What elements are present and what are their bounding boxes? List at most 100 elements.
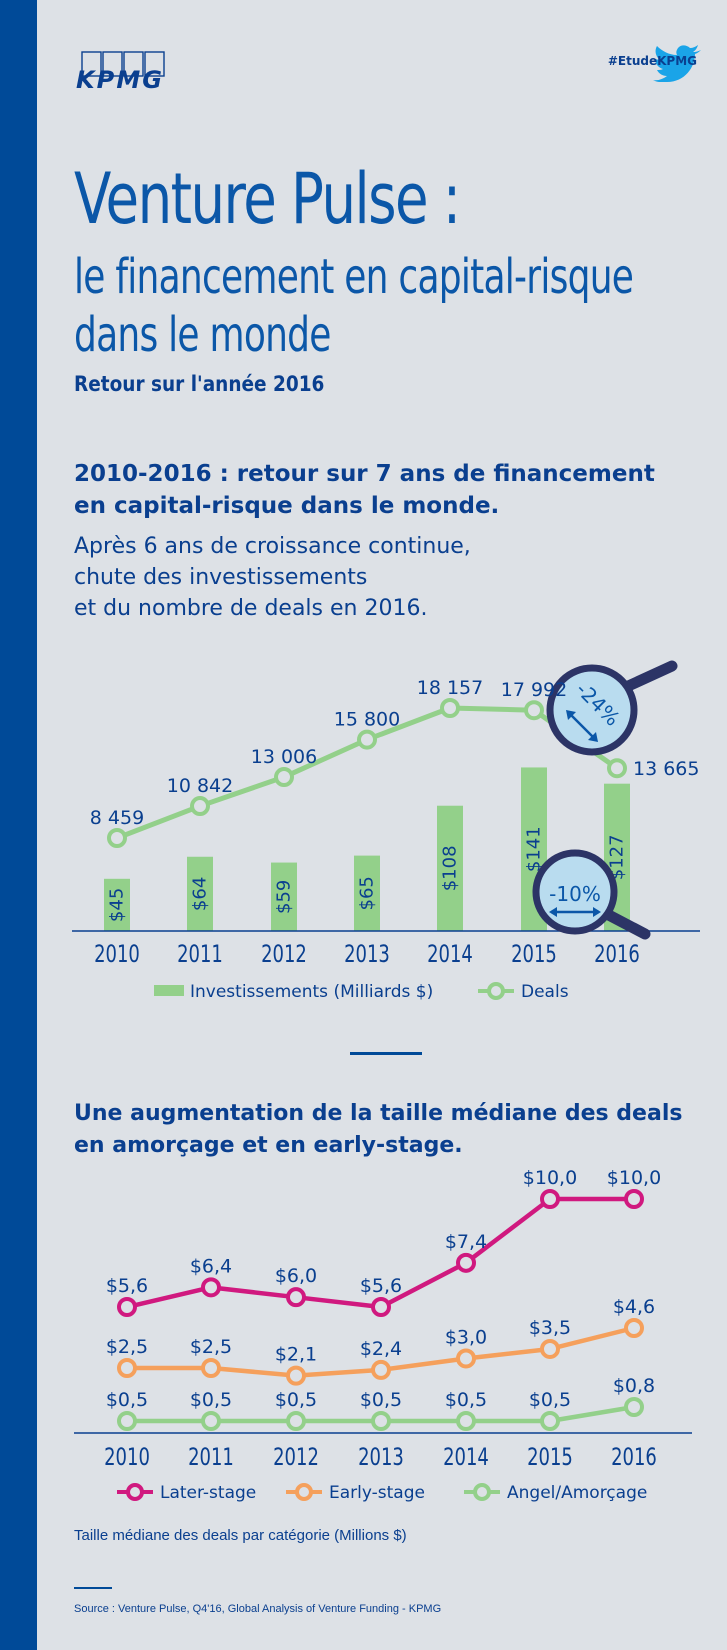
- section2-heading: Une augmentation de la taille médiane de…: [74, 1098, 694, 1162]
- source-rule: [74, 1587, 112, 1589]
- kpmg-logo: KPMG: [76, 51, 165, 92]
- section1-text-line-1: Après 6 ans de croissance continue,: [74, 534, 471, 559]
- point-angel-amor-age-2013: [371, 1411, 391, 1431]
- deals-label-2010: 8 459: [90, 807, 144, 829]
- bar-investment-2011: [187, 856, 213, 931]
- deals-point-2015: [524, 700, 544, 721]
- deals-label-2013: 15 800: [334, 709, 400, 731]
- point-later-stage-2016: [624, 1189, 644, 1209]
- legend-swatch-deals-marker: [487, 982, 505, 1000]
- point-early-stage-2014: [456, 1348, 476, 1369]
- subtitle-line-2: dans le monde: [74, 307, 331, 363]
- investments-deals-chart: $45 $64 $59 $65$108 $141 $127 -10% -24%8 4591…: [72, 660, 700, 1002]
- legend-label-later-stage: Later-stage: [160, 1483, 256, 1503]
- chart2-year-2015: 2015: [527, 1444, 573, 1472]
- year-review-label: Retour sur l'année 2016: [74, 372, 325, 396]
- bar-label-2012: $59: [274, 880, 295, 914]
- legend-label-early-stage: Early-stage: [329, 1483, 425, 1503]
- label-angel-amor-age-2011: $0,5: [190, 1389, 232, 1411]
- legend-label-deals: Deals: [521, 982, 569, 1002]
- point-angel-amor-age-2015: [540, 1411, 560, 1431]
- chart2-year-2014: 2014: [443, 1444, 489, 1472]
- point-later-stage-2010: [117, 1297, 137, 1317]
- page-title: Venture Pulse :: [74, 158, 461, 240]
- deals-label-2016: 13 665: [633, 758, 699, 780]
- point-later-stage-2011: [201, 1277, 221, 1298]
- magnifier-arrowheads-deals: [566, 710, 598, 742]
- label-angel-amor-age-2014: $0,5: [445, 1389, 487, 1411]
- deals-point-2016: [607, 758, 627, 779]
- hashtag-text: #EtudeKPMG: [607, 54, 697, 68]
- label-later-stage-2014: $7,4: [445, 1231, 487, 1253]
- section2-heading-line-2: en amorçage et en early-stage.: [74, 1133, 463, 1158]
- legend-swatch-investments: [154, 985, 184, 996]
- point-early-stage-2012: [286, 1365, 306, 1386]
- chart2-year-2012: 2012: [273, 1444, 319, 1472]
- section1-heading-line-2: en capital-risque dans le monde.: [74, 493, 500, 519]
- label-angel-amor-age-2016: $0,8: [613, 1375, 655, 1397]
- label-early-stage-2011: $2,5: [190, 1336, 232, 1358]
- point-angel-amor-age-2016: [624, 1397, 644, 1417]
- deals-label-2012: 13 006: [251, 746, 317, 768]
- median-deal-size-chart: $5,6 $6,4 $6,0 $5,6 $7,4 $10,0 $10,0 $2,5 $2,5 $2…: [74, 1167, 692, 1503]
- legend-label-investments: Investissements (Milliards $): [190, 982, 433, 1002]
- label-early-stage-2012: $2,1: [275, 1344, 317, 1366]
- label-later-stage-2010: $5,6: [106, 1275, 148, 1297]
- legend-swatch-marker-angel-amor-age: [473, 1483, 491, 1501]
- page-subtitle: le financement en capital-risque dans le…: [74, 248, 634, 364]
- section1-heading: 2010-2016 : retour sur 7 ans de financem…: [74, 458, 674, 522]
- section1-text: Après 6 ans de croissance continue, chut…: [74, 531, 674, 624]
- magnifier-arrow-deals: [567, 711, 597, 741]
- label-later-stage-2016: $10,0: [607, 1167, 661, 1189]
- chart1-year-2016: 2016: [594, 941, 640, 969]
- deals-point-2014: [440, 698, 460, 718]
- point-early-stage-2011: [201, 1358, 221, 1378]
- point-early-stage-2016: [624, 1318, 644, 1338]
- subtitle-line-1: le financement en capital-risque: [74, 249, 634, 305]
- chart2-caption: Taille médiane des deals par catégorie (…: [74, 1527, 407, 1544]
- left-brand-band: [0, 0, 37, 1650]
- point-angel-amor-age-2011: [201, 1411, 221, 1431]
- label-early-stage-2013: $2,4: [360, 1338, 402, 1360]
- chart2-year-2010: 2010: [104, 1444, 150, 1472]
- legend-swatch-marker-later-stage: [126, 1483, 144, 1501]
- chart1-year-2011: 2011: [177, 941, 223, 969]
- bar-investment-2010: [104, 878, 130, 931]
- chart2-year-2011: 2011: [188, 1444, 234, 1472]
- deals-label-2015: 17 992: [501, 679, 567, 701]
- bar-investment-2014: [437, 805, 463, 931]
- label-later-stage-2011: $6,4: [190, 1255, 232, 1277]
- bar-label-2016: $127: [607, 834, 628, 880]
- magnifier-label-invest: -10%: [549, 882, 601, 906]
- label-early-stage-2014: $3,0: [445, 1326, 487, 1348]
- chart1-year-2010: 2010: [94, 941, 140, 969]
- deals-point-2013: [357, 729, 377, 750]
- hashtag-badge[interactable]: #EtudeKPMG: [607, 45, 701, 82]
- svg-text:KPMG: KPMG: [76, 66, 162, 92]
- deals-point-2011: [190, 796, 210, 817]
- bar-label-2014: $108: [440, 845, 461, 891]
- deals-point-2010: [107, 828, 127, 848]
- magnifier-lens-deals: [546, 664, 638, 756]
- point-angel-amor-age-2014: [456, 1411, 476, 1431]
- point-later-stage-2014: [456, 1252, 476, 1273]
- label-angel-amor-age-2013: $0,5: [360, 1389, 402, 1411]
- point-early-stage-2013: [371, 1359, 391, 1380]
- source-text: Source : Venture Pulse, Q4'16, Global An…: [74, 1603, 442, 1615]
- legend-label-angel-amor-age: Angel/Amorçage: [507, 1483, 647, 1503]
- chart2-year-2013: 2013: [358, 1444, 404, 1472]
- section1-text-line-2: chute des investissements: [74, 565, 368, 590]
- point-later-stage-2013: [371, 1297, 391, 1317]
- chart2-year-2016: 2016: [611, 1444, 657, 1472]
- section-divider: [350, 1052, 422, 1055]
- deals-label-2011: 10 842: [167, 775, 233, 797]
- bar-label-2013: $65: [357, 876, 378, 910]
- point-early-stage-2010: [117, 1358, 137, 1378]
- bar-label-2015: $141: [524, 826, 545, 872]
- bird-icon: [653, 45, 701, 82]
- bar-label-2011: $64: [190, 877, 211, 911]
- bar-investment-2012: [271, 862, 297, 931]
- bar-investment-2013: [354, 855, 380, 931]
- label-angel-amor-age-2012: $0,5: [275, 1389, 317, 1411]
- point-angel-amor-age-2010: [117, 1411, 137, 1431]
